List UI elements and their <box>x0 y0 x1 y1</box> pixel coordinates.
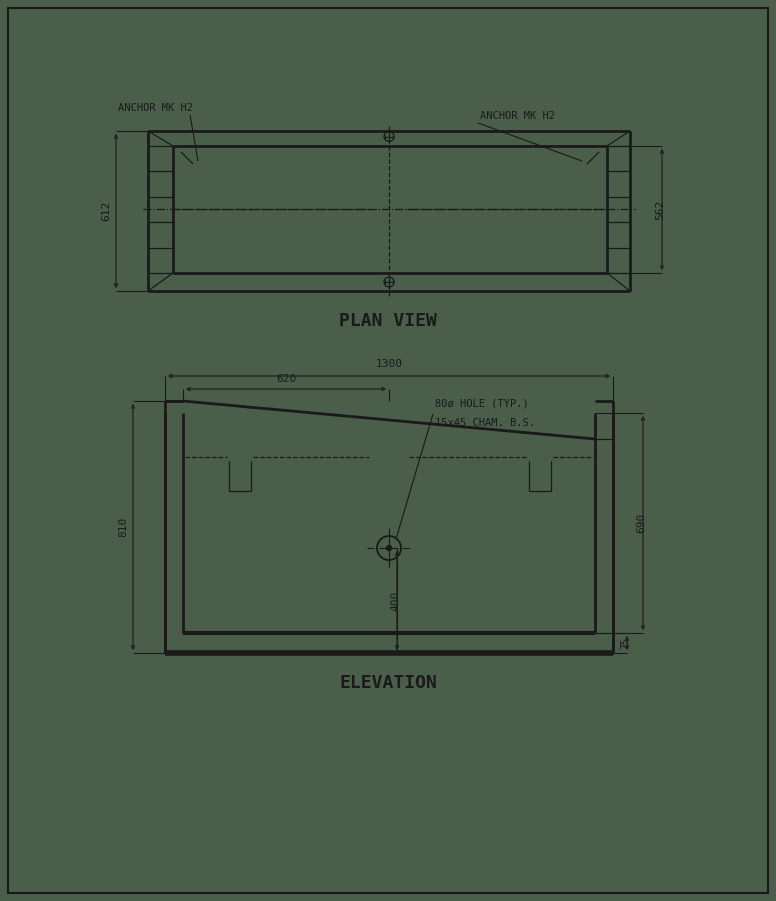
Text: 620: 620 <box>276 374 296 384</box>
Text: 80ø HOLE (TYP.): 80ø HOLE (TYP.) <box>435 399 528 409</box>
Text: 400: 400 <box>390 590 400 611</box>
Text: 810: 810 <box>118 517 128 537</box>
Text: ANCHOR MK H2: ANCHOR MK H2 <box>118 103 193 113</box>
Circle shape <box>386 545 392 551</box>
Text: 612: 612 <box>101 201 111 221</box>
Text: 562: 562 <box>655 199 665 220</box>
Text: 15x45 CHAM. B.S.: 15x45 CHAM. B.S. <box>435 418 535 428</box>
Text: 1300: 1300 <box>376 359 403 369</box>
Text: PLAN VIEW: PLAN VIEW <box>339 312 437 330</box>
Text: ELEVATION: ELEVATION <box>339 674 437 692</box>
Text: 690: 690 <box>636 513 646 533</box>
Text: 75: 75 <box>620 637 630 649</box>
Text: ANCHOR MK H2: ANCHOR MK H2 <box>480 111 555 121</box>
